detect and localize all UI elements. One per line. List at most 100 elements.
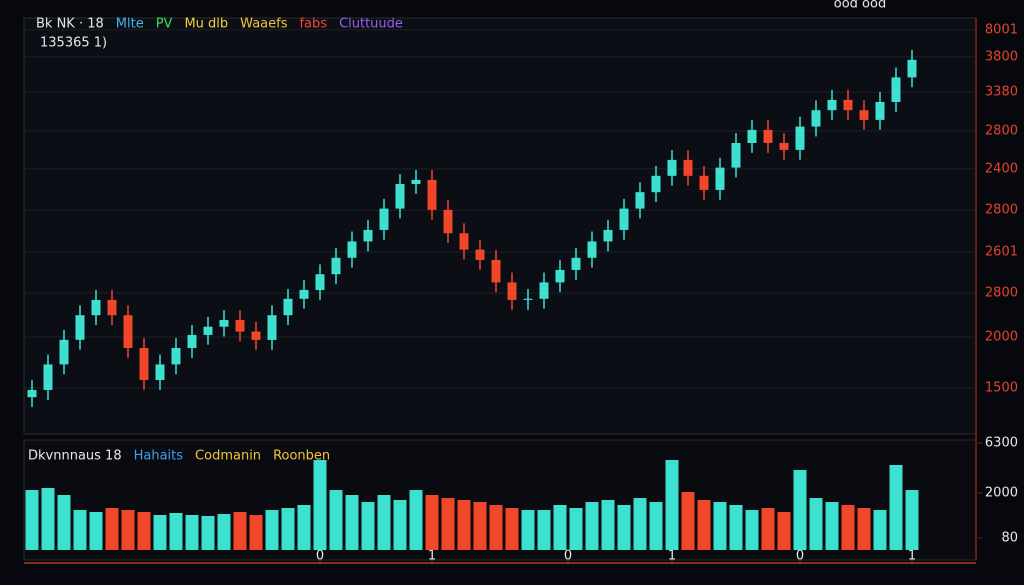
x-tick-label: 0	[564, 549, 572, 564]
volume-bar	[345, 495, 359, 550]
candle-body	[219, 319, 229, 327]
volume-bar	[633, 498, 647, 550]
volume-legend-entry: Roonben	[273, 449, 330, 464]
candle-body	[811, 110, 821, 127]
volume-legend-entry: Dkvnnnaus 18	[28, 449, 122, 464]
candle-body	[635, 192, 645, 209]
candle-body	[251, 331, 261, 340]
candle-body	[363, 229, 373, 242]
volume-bar	[617, 505, 631, 550]
candle-body	[187, 334, 197, 348]
legend-entry: Cluttuude	[339, 17, 403, 32]
candle-body	[491, 259, 501, 283]
volume-bar	[585, 502, 599, 550]
volume-bar	[649, 502, 663, 550]
volume-bar	[121, 510, 135, 550]
candle-body	[459, 233, 469, 250]
volume-bar	[873, 510, 887, 550]
volume-bar	[505, 508, 519, 550]
candle-body	[827, 99, 837, 111]
candle-body	[683, 159, 693, 176]
volume-bar	[297, 505, 311, 550]
volume-bar	[537, 510, 551, 550]
volume-bar	[409, 490, 423, 550]
volume-bar	[729, 505, 743, 550]
candle-body	[123, 315, 133, 348]
corner-text: ood ood	[834, 0, 886, 12]
volume-bar	[89, 512, 103, 550]
candle-body	[843, 99, 853, 111]
candle-body	[427, 179, 437, 210]
volume-bar	[553, 505, 567, 550]
volume-bar	[57, 495, 71, 550]
volume-bar	[153, 515, 167, 550]
y-tick-label: 2400	[985, 161, 1018, 176]
y-tick-label: 2800	[985, 203, 1018, 218]
candle-body	[731, 143, 741, 168]
volume-bar	[329, 490, 343, 550]
candle-body	[155, 364, 165, 380]
subtitle: 135365 1)	[40, 36, 107, 51]
candle-body	[907, 59, 917, 78]
volume-bar	[857, 508, 871, 550]
volume-bar	[169, 513, 183, 550]
x-tick-label: 1	[428, 549, 436, 564]
volume-bar	[313, 460, 327, 550]
volume-bar	[809, 498, 823, 550]
x-tick-label: 0	[316, 549, 324, 564]
candle-body	[411, 179, 421, 184]
volume-bar	[361, 502, 375, 550]
candle-body	[763, 129, 773, 143]
candle-body	[331, 257, 341, 275]
volume-bar	[777, 512, 791, 550]
volume-bar	[489, 505, 503, 550]
price-pane	[23, 17, 977, 435]
volume-bar	[457, 500, 471, 550]
candle-body	[523, 298, 533, 300]
legend-entry: Mlte	[116, 17, 144, 32]
legend-entry: PV	[156, 17, 173, 32]
volume-bar	[137, 512, 151, 550]
y-tick-label: 3380	[985, 85, 1018, 100]
candle-body	[619, 208, 629, 230]
candle-body	[443, 209, 453, 234]
volume-legend-entry: Hahaits	[134, 449, 184, 464]
volume-bar	[201, 516, 215, 550]
legend-entry: Bk NK · 18	[36, 17, 104, 32]
volume-bar	[73, 510, 87, 550]
volume-legend-entry: Codmanin	[195, 449, 261, 464]
volume-bar	[377, 495, 391, 550]
y-tick-label: 8001	[985, 22, 1018, 37]
candle-body	[587, 241, 597, 258]
x-tick-label: 1	[668, 549, 676, 564]
volume-bar	[185, 515, 199, 550]
y-tick-label: 2800	[985, 124, 1018, 139]
candle-body	[171, 348, 181, 365]
volume-bar	[601, 500, 615, 550]
candle-body	[651, 175, 661, 193]
x-tick-label: 0	[796, 549, 804, 564]
candle-body	[27, 389, 37, 398]
volume-bar	[473, 502, 487, 550]
volume-bar	[393, 500, 407, 550]
volume-bar	[441, 498, 455, 550]
candle-body	[139, 348, 149, 380]
candle-body	[859, 110, 869, 120]
candle-body	[875, 102, 885, 120]
y-tick-label: 2000	[985, 330, 1018, 345]
volume-bar	[105, 508, 119, 550]
candle-body	[555, 269, 565, 283]
volume-bar	[761, 508, 775, 550]
candle-body	[91, 299, 101, 316]
candle-body	[235, 319, 245, 332]
candle-body	[107, 299, 117, 316]
volume-tick-label: 6300	[985, 436, 1018, 451]
candle-body	[395, 184, 405, 209]
candle-body	[43, 364, 53, 390]
volume-bar	[249, 515, 263, 550]
legend-entry: Mu dlb	[184, 17, 228, 32]
volume-bar	[745, 510, 759, 550]
volume-bar	[713, 502, 727, 550]
candle-body	[59, 339, 69, 365]
